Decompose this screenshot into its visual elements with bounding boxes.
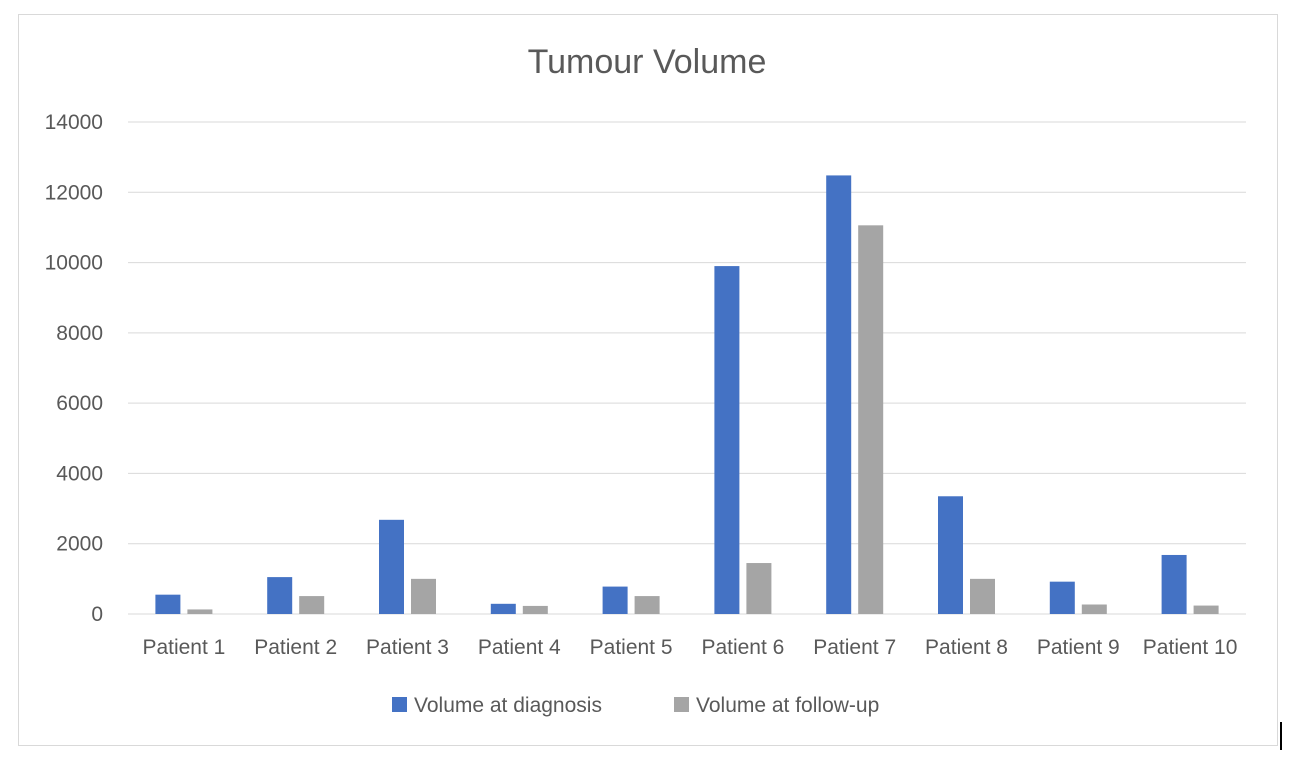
bar-diagnosis-5 xyxy=(602,586,628,614)
chart-title: Tumour Volume xyxy=(528,43,767,81)
bars xyxy=(155,175,1219,614)
bar-follow-up-5 xyxy=(634,596,660,614)
x-axis-ticks: Patient 1 Patient 2 Patient 3 Patient 4 Pati… xyxy=(142,636,1237,659)
legend-swatch xyxy=(392,697,407,712)
x-tick-label: Patient 2 xyxy=(254,636,337,659)
bar-diagnosis-9 xyxy=(1049,581,1075,614)
bar-follow-up-9 xyxy=(1081,604,1107,614)
y-axis-ticks: 0 2000 4000 6000 8000 10000 12000 14000 xyxy=(45,111,103,626)
y-tick-label: 12000 xyxy=(45,181,103,204)
legend-swatch xyxy=(674,697,689,712)
bar-follow-up-6 xyxy=(746,563,772,614)
x-tick-label: Patient 1 xyxy=(142,636,225,659)
y-tick-label: 14000 xyxy=(45,111,103,134)
x-tick-label: Patient 9 xyxy=(1037,636,1120,659)
y-tick-label: 2000 xyxy=(56,533,103,556)
y-tick-label: 8000 xyxy=(56,322,103,345)
bar-follow-up-1 xyxy=(187,609,213,614)
x-tick-label: Patient 6 xyxy=(701,636,784,659)
y-tick-label: 6000 xyxy=(56,392,103,415)
x-tick-label: Patient 7 xyxy=(813,636,896,659)
y-tick-label: 10000 xyxy=(45,252,103,275)
bar-diagnosis-8 xyxy=(938,496,963,614)
bar-follow-up-7 xyxy=(858,225,884,614)
bar-diagnosis-3 xyxy=(379,519,404,614)
bar-diagnosis-1 xyxy=(155,594,181,614)
bar-diagnosis-2 xyxy=(267,577,293,614)
x-tick-label: Patient 3 xyxy=(366,636,449,659)
bar-diagnosis-10 xyxy=(1161,554,1187,614)
x-tick-label: Patient 4 xyxy=(478,636,561,659)
y-tick-label: 4000 xyxy=(56,462,103,485)
text-cursor xyxy=(1280,722,1282,750)
legend-label: Volume at diagnosis xyxy=(414,694,602,717)
bar-diagnosis-4 xyxy=(490,603,516,614)
bar-follow-up-4 xyxy=(522,605,548,614)
x-tick-label: Patient 10 xyxy=(1143,636,1238,659)
bar-follow-up-8 xyxy=(970,578,995,614)
bar-diagnosis-7 xyxy=(826,175,852,614)
chart-area xyxy=(18,14,1278,746)
bar-follow-up-2 xyxy=(299,596,325,614)
bar-follow-up-10 xyxy=(1193,605,1219,614)
x-tick-label: Patient 8 xyxy=(925,636,1008,659)
x-tick-label: Patient 5 xyxy=(590,636,673,659)
legend: Volume at diagnosis Volume at follow-up xyxy=(392,694,879,717)
gridlines xyxy=(128,121,1246,615)
bar-diagnosis-6 xyxy=(714,266,740,614)
y-tick-label: 0 xyxy=(91,603,103,626)
legend-label: Volume at follow-up xyxy=(696,694,879,717)
bar-follow-up-3 xyxy=(411,578,436,614)
